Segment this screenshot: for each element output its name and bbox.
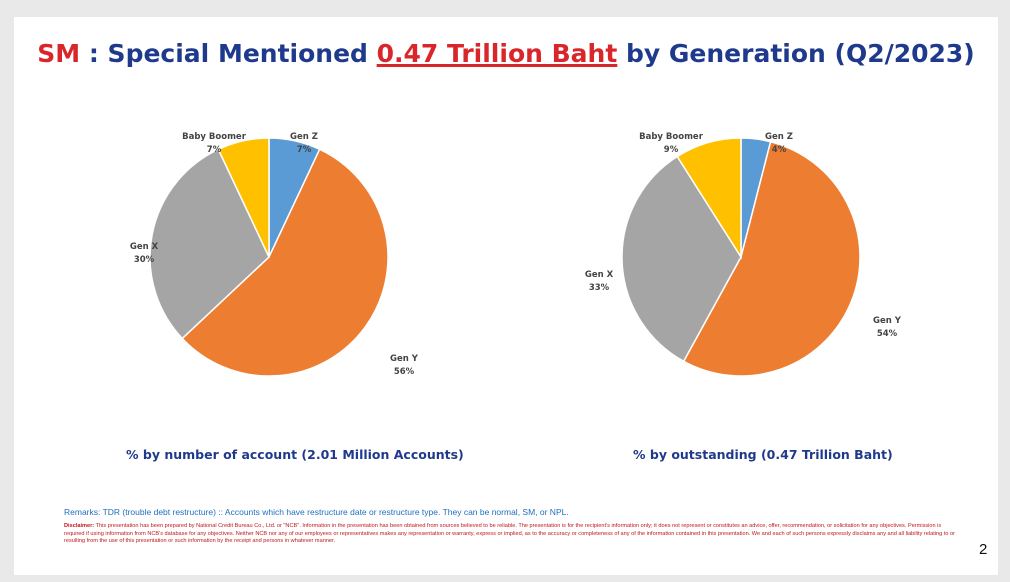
remarks-text: Remarks: TDR (trouble debt restructure) … [64,507,569,517]
pie-value-gen-z: 4% [772,145,787,155]
pie-value-gen-y: 54% [877,329,898,339]
pie-value-baby-boomer: 7% [207,145,222,155]
pie-label-gen-y: Gen Y [873,316,902,326]
pie-slice-gen-x [621,155,742,363]
pie-value-gen-x: 33% [589,283,610,293]
disclaimer-label: Disclaimer: [64,523,95,529]
pie-label-baby-boomer: Baby Boomer [182,132,247,142]
pie-label-gen-z: Gen Z [290,132,318,142]
disclaimer-body: This presentation has been prepared by N… [64,523,956,545]
pie-label-gen-y: Gen Y [390,354,419,364]
pie-label-baby-boomer: Baby Boomer [639,132,704,142]
pie-label-gen-z: Gen Z [765,132,793,142]
pie-slice-baby-boomer [676,137,742,260]
pie-label-gen-x: Gen X [130,242,159,252]
pie-value-gen-x: 30% [134,255,155,265]
chart-caption-outstanding: % by outstanding (0.47 Trillion Baht) [633,447,893,462]
title-highlight: 0.47 Trillion Baht [376,39,618,68]
pie-slice-gen-y [181,148,389,377]
pie-chart-outstanding: Gen Z 4% Gen Y 54% Gen X 33% Baby Boomer 9% [585,132,902,377]
title-suffix: by Generation (Q2/2023) [617,39,975,68]
pie-value-gen-z: 7% [297,145,312,155]
pie-value-baby-boomer: 9% [664,145,679,155]
page-number: 2 [979,541,988,558]
pie-slice-gen-x [149,148,270,340]
title-prefix: SM [37,39,81,68]
pie-label-gen-x: Gen X [585,270,614,280]
pie-chart-accounts: Gen Z 7% Gen Y 56% Gen X 30% Baby Boomer 7% [130,132,419,377]
pie-value-gen-y: 56% [394,367,415,377]
slide: SM : Special Mentioned 0.47 Trillion Bah… [14,17,998,575]
pie-slice-gen-y [682,140,861,377]
page-title: SM : Special Mentioned 0.47 Trillion Bah… [14,39,998,68]
title-text: : Special Mentioned [80,39,377,68]
pie-slice-baby-boomer [217,137,270,258]
disclaimer-text: Disclaimer: This presentation has been p… [64,523,959,546]
chart-caption-accounts: % by number of account (2.01 Million Acc… [126,447,464,462]
